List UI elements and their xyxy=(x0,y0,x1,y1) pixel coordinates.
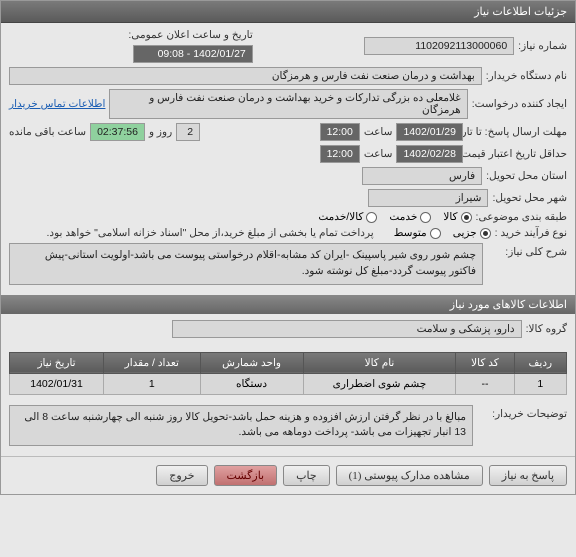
radio-goods[interactable]: کالا xyxy=(443,211,471,223)
print-button[interactable]: چاپ xyxy=(283,465,330,486)
announce-field: 1402/01/27 - 09:08 xyxy=(133,45,253,63)
reply-button[interactable]: پاسخ به نیاز xyxy=(489,465,567,486)
category-radio-group: کالا خدمت کالا/خدمت xyxy=(318,211,471,223)
group-label: گروه کالا: xyxy=(526,323,567,335)
form-area: شماره نیاز: 1102092113000060 تاریخ و ساع… xyxy=(1,23,575,295)
attachments-count: (1) xyxy=(349,470,362,482)
category-label: طبقه بندی موضوعی: xyxy=(476,211,567,223)
goods-area: گروه کالا: دارو، پزشکی و سلامت xyxy=(1,314,575,348)
td-date: 1402/01/31 xyxy=(10,373,104,394)
radio-icon xyxy=(480,228,491,239)
exit-button[interactable]: خروج xyxy=(156,465,207,486)
buttons-bar: پاسخ به نیاز مشاهده مدارک پیوستی (1) چاپ… xyxy=(1,456,575,494)
attachments-label: مشاهده مدارک پیوستی xyxy=(364,470,470,482)
deadline-reply-label: مهلت ارسال پاسخ: تا تاریخ: xyxy=(467,126,567,138)
remain-time-field: 02:37:56 xyxy=(90,123,145,141)
province-label: استان محل تحویل: xyxy=(486,170,567,182)
radio-icon xyxy=(420,212,431,223)
process-radio-group: جزیی متوسط xyxy=(394,227,491,239)
table-row: 1 -- چشم شوی اضطراری دستگاه 1 1402/01/31 xyxy=(10,373,567,394)
announce-label: تاریخ و ساعت اعلان عمومی: xyxy=(128,29,252,41)
buyer-notes-label: توضیحات خریدار: xyxy=(477,405,567,420)
overall-desc-field: چشم شور روی شیر پاسپینک -ایران کد مشابه-… xyxy=(9,243,483,285)
th-unit: واحد شمارش xyxy=(200,352,303,373)
days-label: روز و xyxy=(149,126,172,138)
radio-medium[interactable]: متوسط xyxy=(394,227,441,239)
buyer-notes-field: مبالغ با در نظر گرفتن ارزش افزوده و هزین… xyxy=(9,405,473,447)
radio-service[interactable]: خدمت xyxy=(389,211,431,223)
radio-partial[interactable]: جزیی xyxy=(453,227,491,239)
req-no-label: شماره نیاز: xyxy=(518,40,567,52)
days-field: 2 xyxy=(176,123,200,141)
validity-time-field: 12:00 xyxy=(320,145,360,163)
goods-section-bar: اطلاعات کالاهای مورد نیاز xyxy=(1,295,575,314)
deadline-time-field: 12:00 xyxy=(320,123,360,141)
radio-icon xyxy=(430,228,441,239)
radio-both-label: کالا/خدمت xyxy=(318,211,363,223)
radio-both[interactable]: کالا/خدمت xyxy=(318,211,377,223)
td-code: -- xyxy=(456,373,514,394)
buyer-label: نام دستگاه خریدار: xyxy=(486,70,567,82)
window-title-bar: جزئیات اطلاعات نیاز xyxy=(1,1,575,23)
th-row: ردیف xyxy=(514,352,566,373)
creator-field: غلامعلی ده بزرگی تدارکات و خرید بهداشت و… xyxy=(109,89,467,119)
city-label: شهر محل تحویل: xyxy=(492,192,567,204)
goods-table: ردیف کد کالا نام کالا واحد شمارش تعداد /… xyxy=(9,352,567,395)
overall-desc-label: شرح کلی نیاز: xyxy=(487,243,567,258)
radio-medium-label: متوسط xyxy=(394,227,427,239)
th-qty: تعداد / مقدار xyxy=(104,352,200,373)
td-name: چشم شوی اضطراری xyxy=(303,373,456,394)
buyer-notes-area: توضیحات خریدار: مبالغ با در نظر گرفتن ار… xyxy=(1,399,575,457)
req-no-field: 1102092113000060 xyxy=(364,37,514,55)
province-field: فارس xyxy=(362,167,482,185)
creator-label: ایجاد کننده درخواست: xyxy=(472,98,567,110)
time-label-2: ساعت xyxy=(364,148,393,160)
radio-icon xyxy=(461,212,472,223)
radio-service-label: خدمت xyxy=(389,211,417,223)
group-field: دارو، پزشکی و سلامت xyxy=(172,320,522,338)
remain-label: ساعت باقی مانده xyxy=(9,126,86,138)
th-name: نام کالا xyxy=(303,352,456,373)
goods-section-title: اطلاعات کالاهای مورد نیاز xyxy=(450,299,567,311)
validity-label: حداقل تاریخ اعتبار قیمت تا تاریخ: xyxy=(467,148,567,160)
td-row: 1 xyxy=(514,373,566,394)
contact-link[interactable]: اطلاعات تماس خریدار xyxy=(9,98,105,110)
td-unit: دستگاه xyxy=(200,373,303,394)
attachments-button[interactable]: مشاهده مدارک پیوستی (1) xyxy=(336,465,483,486)
process-note: پرداخت تمام یا بخشی از مبلغ خرید،از محل … xyxy=(47,227,374,239)
window-title: جزئیات اطلاعات نیاز xyxy=(474,6,567,18)
radio-goods-label: کالا xyxy=(443,211,457,223)
main-container: جزئیات اطلاعات نیاز شماره نیاز: 11020921… xyxy=(0,0,576,495)
validity-date-field: 1402/02/28 xyxy=(396,145,463,163)
radio-icon xyxy=(366,212,377,223)
radio-partial-label: جزیی xyxy=(453,227,477,239)
process-label: نوع فرآیند خرید : xyxy=(495,227,567,239)
back-button[interactable]: بازگشت xyxy=(214,465,278,486)
th-code: کد کالا xyxy=(456,352,514,373)
city-field: شیراز xyxy=(368,189,488,207)
td-qty: 1 xyxy=(104,373,200,394)
deadline-date-field: 1402/01/29 xyxy=(396,123,463,141)
table-wrap: ردیف کد کالا نام کالا واحد شمارش تعداد /… xyxy=(1,348,575,399)
th-date: تاریخ نیاز xyxy=(10,352,104,373)
buyer-field: بهداشت و درمان صنعت نفت فارس و هرمزگان xyxy=(9,67,482,85)
time-label-1: ساعت xyxy=(364,126,393,138)
